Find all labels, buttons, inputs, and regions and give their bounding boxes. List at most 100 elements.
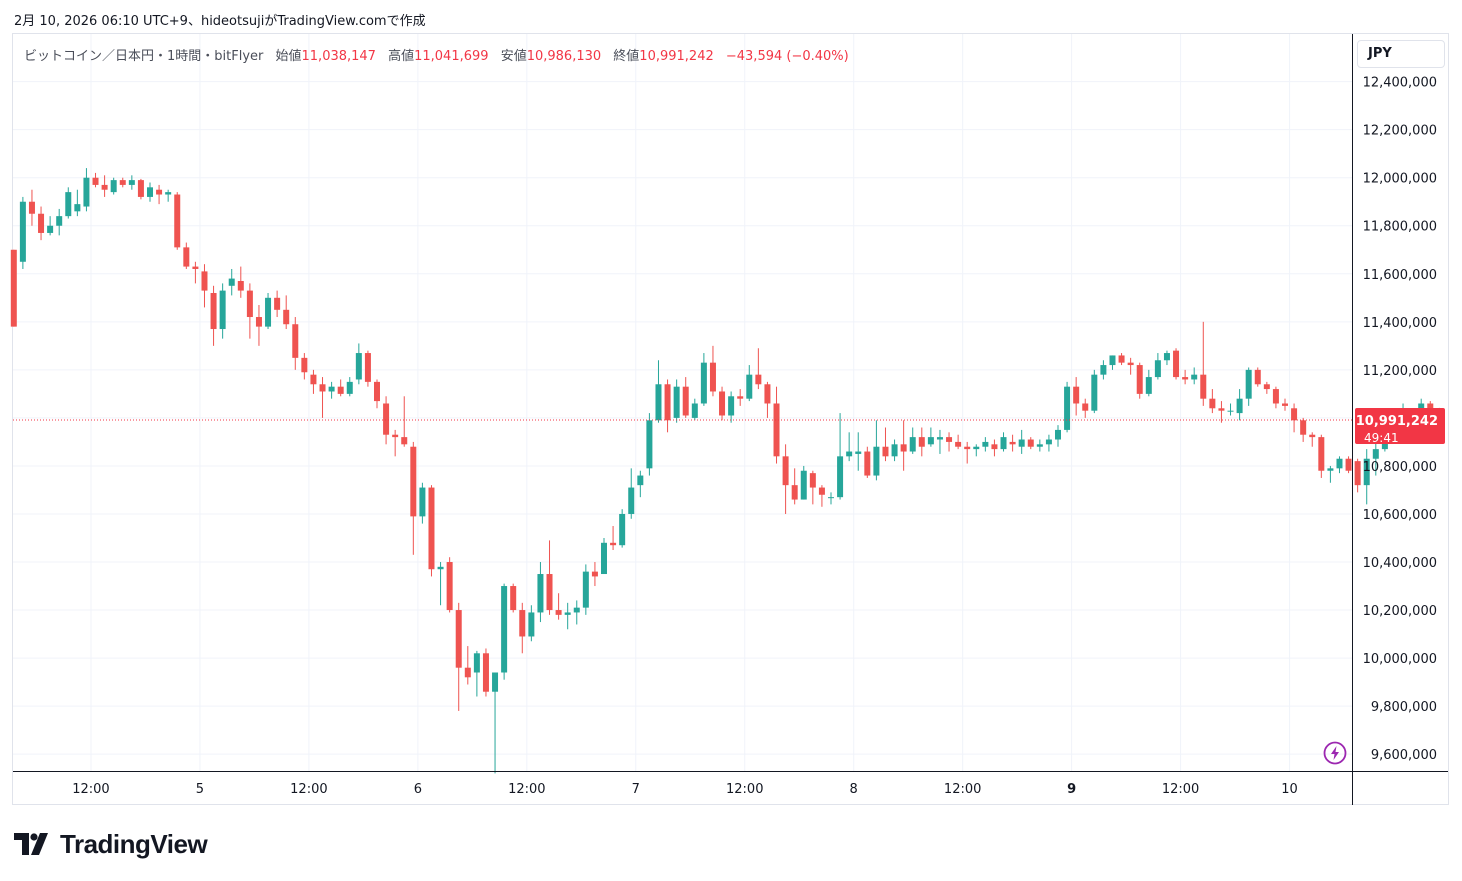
candle (1073, 377, 1080, 416)
candle (283, 295, 290, 330)
candle (1282, 398, 1288, 411)
y-tick-label: 11,200,000 (1363, 364, 1437, 379)
axes (13, 34, 1448, 805)
candle-body (873, 446, 880, 476)
candle-body (1300, 420, 1307, 435)
candle (946, 432, 953, 452)
candle (492, 672, 499, 774)
candle-body (1318, 437, 1325, 471)
candle (1163, 350, 1170, 366)
candle (673, 379, 680, 423)
candle-body (1372, 449, 1379, 459)
close-value: 10,991,242 (639, 49, 714, 64)
x-tick-label: 12:00 (944, 782, 981, 797)
candle (610, 525, 617, 551)
candle-body (1118, 355, 1125, 363)
candle-body (655, 384, 662, 421)
y-tick-label: 12,000,000 (1363, 172, 1437, 187)
lightning-icon[interactable] (1323, 741, 1347, 765)
candle-body (174, 194, 181, 248)
candle-body (746, 374, 753, 399)
candle-body (619, 513, 626, 546)
candle (828, 492, 834, 505)
candle-body (764, 384, 771, 404)
candle-body (219, 290, 226, 330)
candle (74, 189, 81, 217)
candle (255, 305, 262, 346)
candle-body (882, 446, 889, 457)
candle-body (283, 309, 290, 325)
candle (137, 178, 144, 200)
candle (964, 441, 971, 464)
candle-body (773, 403, 780, 457)
candle-body (337, 386, 344, 394)
candle-body (1191, 374, 1198, 380)
candle (19, 196, 26, 269)
candle (755, 348, 762, 390)
candle (28, 189, 35, 226)
candle (464, 646, 471, 685)
x-tick-label: 12:00 (508, 782, 545, 797)
candle (38, 206, 45, 241)
candle-body (519, 610, 526, 637)
candle-body (582, 571, 589, 608)
high-value: 11,041,699 (414, 49, 489, 64)
candle (991, 439, 998, 457)
candle-body (1327, 468, 1334, 471)
candle-body (301, 357, 308, 373)
candle (528, 605, 535, 642)
candle-body (1418, 403, 1425, 411)
candle (864, 446, 871, 478)
candle (719, 386, 726, 421)
candle (818, 485, 825, 507)
candle-body (1345, 458, 1352, 471)
candle-body (1282, 403, 1288, 406)
candle (691, 398, 698, 421)
candle-body (1091, 374, 1098, 411)
candle (473, 650, 480, 697)
candle (891, 439, 898, 462)
candle (65, 187, 72, 219)
candle-body (292, 324, 299, 358)
candle (128, 175, 135, 190)
candle (192, 261, 199, 284)
candle-body (473, 653, 480, 673)
price-badge (1355, 408, 1445, 445)
candle-body (946, 437, 953, 442)
candle-body (646, 420, 653, 469)
candle (1118, 353, 1125, 366)
candle-body (1245, 369, 1252, 399)
candle-body (791, 485, 798, 500)
candle (628, 468, 635, 519)
candle (909, 427, 916, 454)
low-value: 10,986,130 (526, 49, 602, 64)
candle (274, 290, 281, 318)
candle (927, 427, 934, 447)
candle (201, 264, 208, 308)
symbol-title[interactable]: ビットコイン／日本円・1時間・bitFlyer (24, 49, 264, 64)
candle-body (664, 384, 671, 421)
y-tick-label: 9,600,000 (1371, 748, 1437, 763)
candle (301, 353, 308, 380)
candle-body (918, 437, 925, 447)
candle-body (10, 249, 17, 327)
tradingview-logo[interactable]: TradingView (14, 828, 208, 860)
candle (1182, 369, 1189, 385)
candle (601, 537, 607, 575)
price-badge-countdown: 49:41 (1364, 431, 1399, 445)
candle-body (927, 437, 934, 445)
candle (56, 208, 63, 236)
candle (855, 432, 862, 471)
candle (746, 365, 753, 402)
candle (764, 381, 771, 418)
candle-body (201, 271, 208, 291)
candle-body (1336, 458, 1343, 469)
y-tick-label: 9,800,000 (1371, 700, 1437, 715)
candle-body (601, 542, 607, 575)
candle-body (510, 586, 517, 611)
candle (428, 485, 435, 577)
candle (1236, 389, 1243, 421)
candle-body (110, 180, 117, 193)
currency-selector[interactable]: JPY (1357, 40, 1445, 68)
